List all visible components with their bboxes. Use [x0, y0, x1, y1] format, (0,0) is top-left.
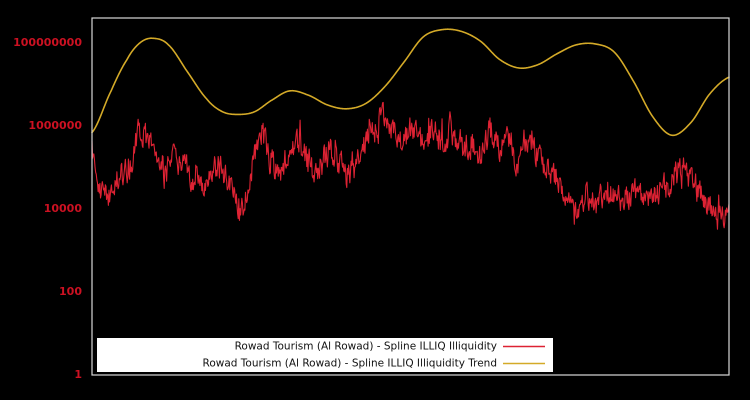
- y-tick-label: 1000000: [28, 119, 82, 132]
- plot-area-background: [92, 18, 729, 375]
- legend-label: Rowad Tourism (Al Rowad) - Spline ILLIQ …: [235, 341, 497, 353]
- plot-frame: [91, 17, 730, 376]
- y-tick-label: 1: [74, 368, 82, 381]
- y-axis-tick-labels: 1 100 10000 1000000 100000000: [13, 36, 82, 381]
- series-lines: [91, 28, 730, 230]
- series-illiquidity-trend-line: [91, 28, 730, 137]
- legend-label: Rowad Tourism (Al Rowad) - Spline ILLIQ …: [203, 358, 497, 370]
- chart-legend[interactable]: Rowad Tourism (Al Rowad) - Spline ILLIQ …: [97, 338, 553, 372]
- legend-background: [97, 338, 553, 372]
- y-tick-label: 10000: [44, 202, 83, 215]
- series-illiquidity-line: [91, 101, 730, 230]
- y-tick-label: 100000000: [13, 36, 82, 49]
- y-tick-label: 100: [59, 285, 82, 298]
